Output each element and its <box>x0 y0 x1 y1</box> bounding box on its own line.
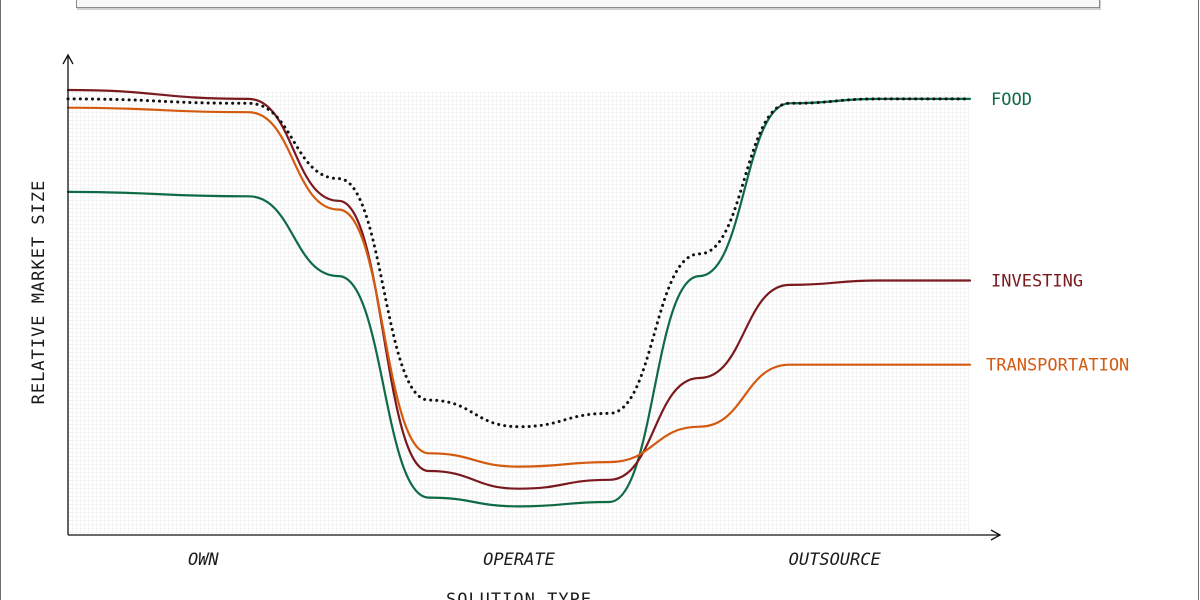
series-label-transportation: TRANSPORTATION <box>986 356 1129 376</box>
y-axis-title: RELATIVE MARKET SIZE <box>29 180 49 405</box>
title-box <box>76 0 1100 8</box>
x-axis-arrow-icon <box>990 529 1002 541</box>
series-line-transportation <box>66 106 972 468</box>
grid-background <box>68 92 970 533</box>
series-label-investing: INVESTING <box>991 271 1083 291</box>
series-line-food <box>66 97 972 508</box>
frame-border-right <box>1198 0 1199 600</box>
series-line-investing <box>66 88 972 490</box>
frame-border-left <box>0 0 1 600</box>
series-label-food: FOOD <box>991 90 1032 110</box>
x-tick-label-outsource: OUTSOURCE <box>789 550 882 570</box>
x-tick-label-own: OWN <box>188 550 219 570</box>
x-axis-title: SOLUTION TYPE <box>446 590 592 600</box>
y-axis-arrow-icon <box>62 53 74 65</box>
x-tick-label-operate: OPERATE <box>483 550 555 570</box>
